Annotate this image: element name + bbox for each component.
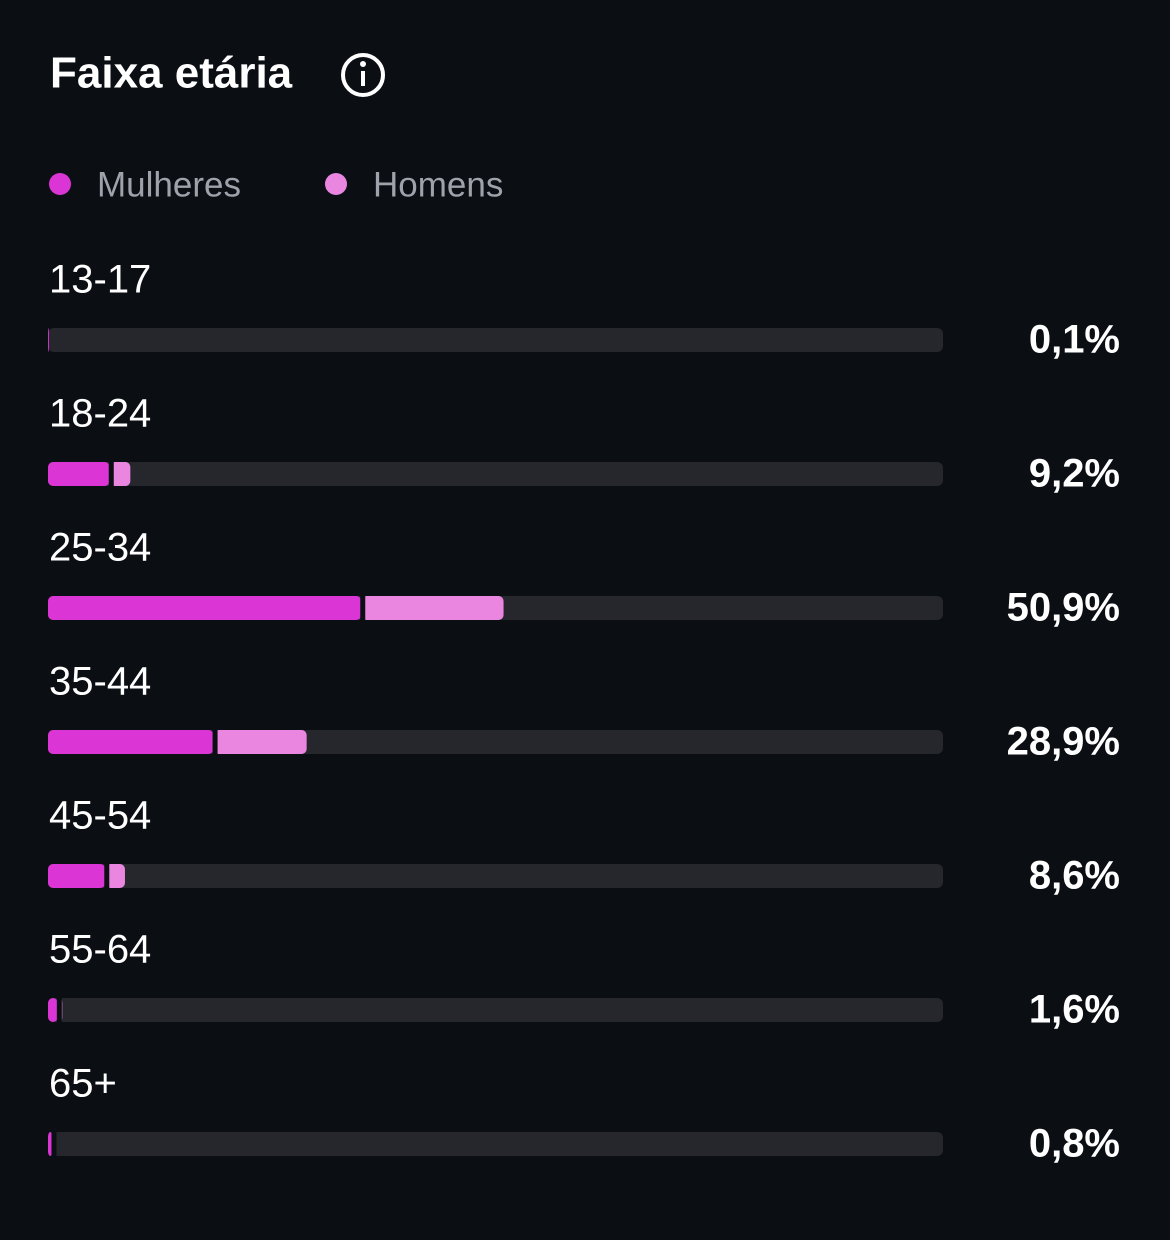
info-dot [360, 61, 366, 67]
total-label: 28,9% [1007, 720, 1120, 764]
category-label: 65+ [49, 1062, 117, 1106]
bar-segment [48, 864, 106, 888]
bar-segment [361, 596, 504, 620]
bar-segment [48, 730, 214, 754]
legend-label: Mulheres [97, 165, 241, 204]
segment-gap [51, 1132, 57, 1156]
bar-track [48, 864, 943, 888]
info-circle [341, 53, 385, 97]
category-label: 25-34 [49, 526, 151, 570]
total-label: 50,9% [1007, 586, 1120, 630]
category-label: 35-44 [49, 660, 151, 704]
total-label: 8,6% [1029, 854, 1120, 898]
segment-gap [212, 730, 218, 754]
bar-track [48, 998, 943, 1022]
legend-dot [325, 173, 347, 195]
segment-gap [104, 864, 110, 888]
segment-gap [360, 596, 366, 620]
bar-segment [105, 864, 125, 888]
category-label: 45-54 [49, 794, 151, 838]
segment-gap [56, 998, 62, 1022]
bar-segment [109, 462, 131, 486]
bar-segment [48, 328, 49, 352]
bar-track [48, 328, 943, 352]
segment-gap [108, 462, 114, 486]
chart-title: Faixa etária [50, 49, 293, 98]
bar-segment [48, 462, 110, 486]
total-label: 1,6% [1029, 988, 1120, 1032]
category-label: 18-24 [49, 392, 151, 436]
total-label: 0,8% [1029, 1122, 1120, 1166]
bar-track [48, 1132, 943, 1156]
category-label: 13-17 [49, 258, 151, 302]
bar-segment [213, 730, 307, 754]
legend-label: Homens [373, 165, 503, 204]
bar-segment [48, 1132, 53, 1156]
total-label: 0,1% [1029, 318, 1120, 362]
bar-segment [48, 596, 362, 620]
info-icon[interactable] [341, 53, 385, 97]
bar-track [48, 462, 943, 486]
legend-dot [49, 173, 71, 195]
total-label: 9,2% [1029, 452, 1120, 496]
category-label: 55-64 [49, 928, 151, 972]
bar-segment [48, 998, 58, 1022]
